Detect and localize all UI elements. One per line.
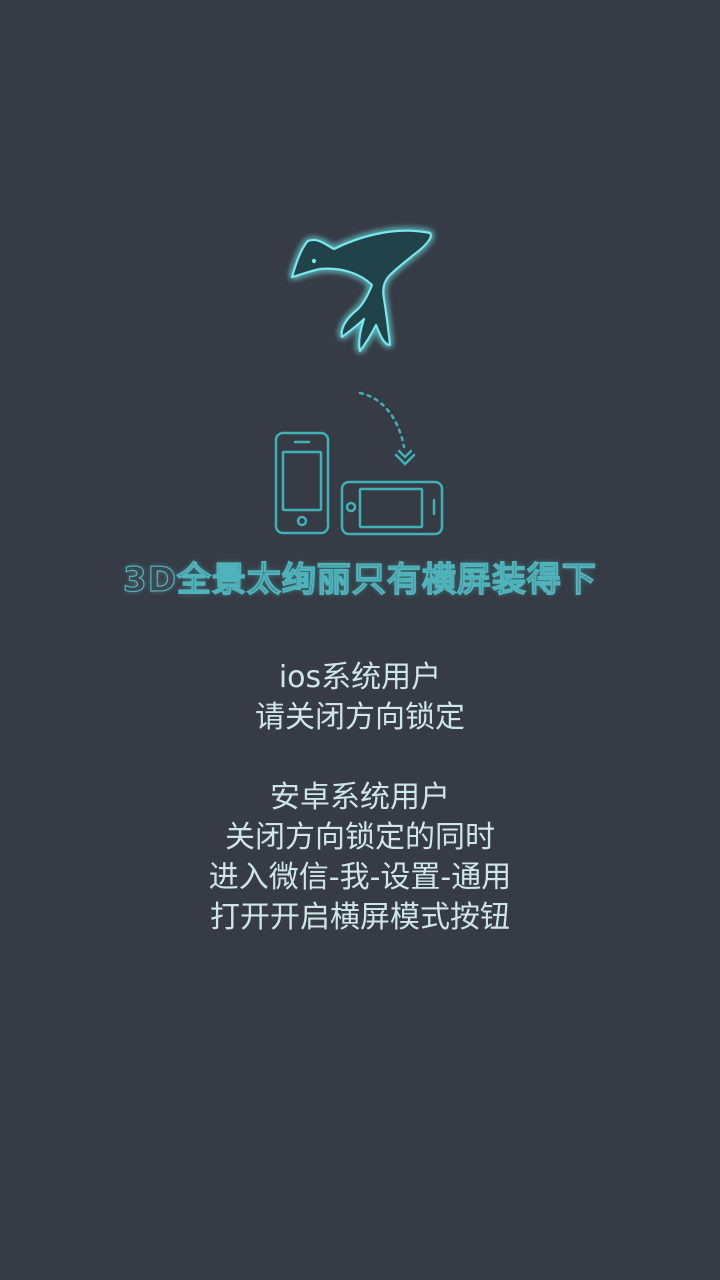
android-section-title: 安卓系统用户 bbox=[270, 780, 450, 815]
android-instruction-line-1: 关闭方向锁定的同时 bbox=[225, 820, 495, 855]
rotate-phone-graphic bbox=[268, 385, 453, 540]
orientation-instructions: ios系统用户 请关闭方向锁定 安卓系统用户 关闭方向锁定的同时 进入微信-我-… bbox=[0, 658, 720, 938]
ios-instruction-line: 请关闭方向锁定 bbox=[255, 700, 465, 735]
section-spacer bbox=[0, 738, 720, 778]
curved-rotate-arrow-icon bbox=[358, 391, 416, 466]
ios-section-title: ios系统用户 bbox=[278, 660, 442, 695]
android-instruction-line-3: 打开开启横屏模式按钮 bbox=[210, 900, 510, 935]
landscape-hint-headline: 3D全景太绚丽只有横屏装得下 bbox=[122, 559, 597, 600]
android-instruction-line-2: 进入微信-我-设置-通用 bbox=[208, 860, 512, 895]
phone-landscape-icon bbox=[340, 480, 444, 536]
phone-portrait-icon bbox=[274, 431, 330, 535]
whale-fish-logo-icon bbox=[280, 215, 440, 360]
